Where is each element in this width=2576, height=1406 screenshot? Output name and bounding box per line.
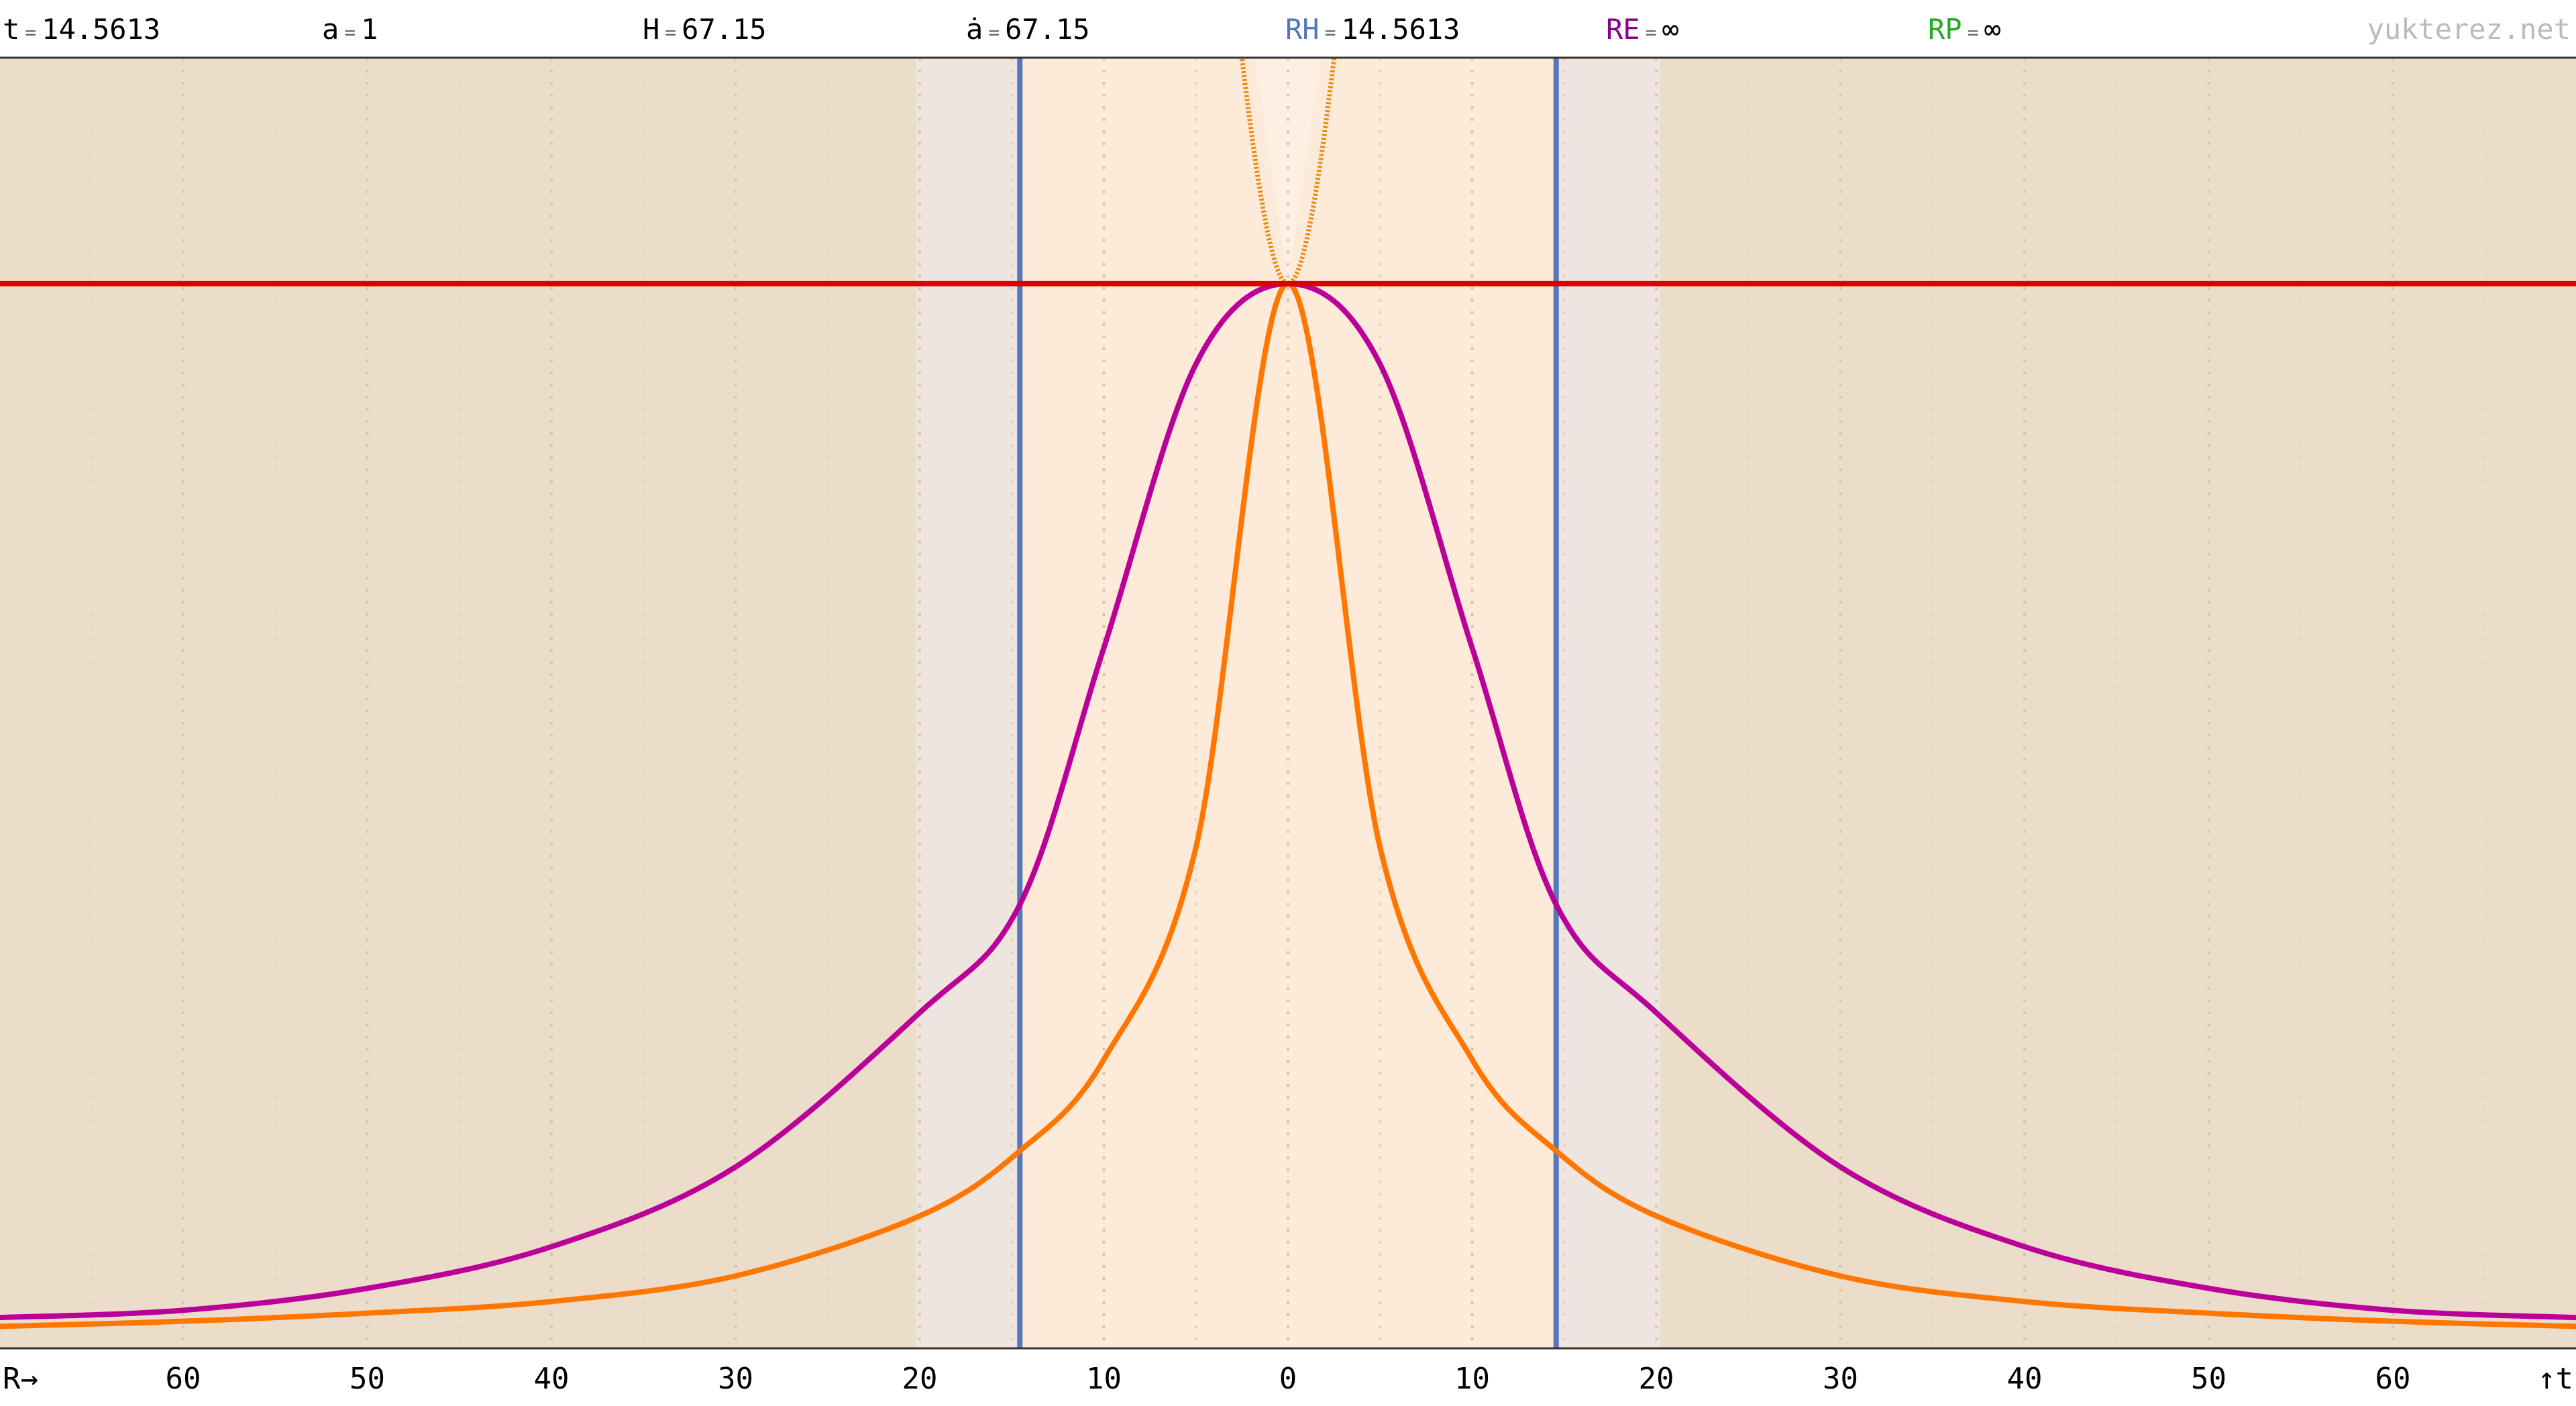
x-tick-label: 20: [1639, 1362, 1674, 1396]
readout-a-equals: =: [344, 21, 356, 44]
readout-t: t = 14.5613: [3, 13, 160, 46]
x-axis: R→ ↑t 60 50 40 30 20 10 0 10 20 30 40 50 60: [3, 1362, 2573, 1396]
plot-area: [0, 0, 2576, 1350]
readout-a-value: 1: [361, 13, 378, 46]
header-readouts: t = 14.5613 a = 1 H = 67.15 ȧ = 67.15 RH = 14.5613 RE = ∞…: [3, 13, 2001, 46]
readout-RH: RH = 14.5613: [1285, 13, 1460, 46]
readout-RP: RP = ∞: [1928, 13, 2001, 46]
readout-RE-equals: =: [1646, 21, 1657, 44]
readout-adot-label: ȧ: [966, 13, 983, 46]
x-tick-label: 60: [2375, 1362, 2411, 1396]
readout-t-equals: =: [25, 21, 36, 44]
x-tick-label: 30: [718, 1362, 753, 1396]
readout-adot: ȧ = 67.15: [966, 13, 1090, 46]
readout-a: a = 1: [322, 13, 378, 46]
readout-RE: RE = ∞: [1606, 13, 1679, 46]
readout-RH-value: 14.5613: [1341, 13, 1460, 46]
x-tick-label: 0: [1279, 1362, 1297, 1396]
readout-RP-label: RP: [1928, 13, 1962, 46]
readout-RE-value: ∞: [1662, 13, 1678, 46]
readout-RH-label: RH: [1285, 13, 1320, 46]
x-tick-label: 50: [350, 1362, 385, 1396]
axis-background: [0, 1350, 2576, 1406]
background-regions: [0, 0, 2576, 1348]
readout-RP-value: ∞: [1984, 13, 2000, 46]
x-tick-label: 60: [166, 1362, 201, 1396]
x-tick-label: 30: [1823, 1362, 1858, 1396]
readout-H-label: H: [643, 13, 659, 46]
readout-a-label: a: [322, 13, 339, 46]
x-tick-label: 40: [2007, 1362, 2043, 1396]
x-tick-label: 50: [2191, 1362, 2226, 1396]
readout-H: H = 67.15: [643, 13, 767, 46]
x-tick-label: 10: [1454, 1362, 1490, 1396]
series-layer: [0, 0, 2576, 1348]
header-mask: [0, 0, 2576, 57]
readout-t-label: t: [3, 13, 19, 46]
x-tick-label: 10: [1086, 1362, 1122, 1396]
x-tick-labels: 60 50 40 30 20 10 0 10 20 30 40 50 60: [166, 1362, 2411, 1396]
readout-H-value: 67.15: [682, 13, 766, 46]
x-tick-label: 20: [902, 1362, 938, 1396]
readout-adot-equals: =: [988, 21, 1000, 44]
readout-H-equals: =: [665, 21, 676, 44]
readout-t-value: 14.5613: [42, 13, 160, 46]
site-label: yukterez.net: [2367, 13, 2571, 46]
region-band-right: [1556, 58, 1660, 1348]
x-tick-label: 40: [534, 1362, 570, 1396]
readout-RH-equals: =: [1325, 21, 1336, 44]
region-band-left: [916, 58, 1020, 1348]
grid-lines: [89, 58, 2487, 1348]
x-axis-label: R→: [3, 1362, 38, 1396]
readout-RE-label: RE: [1606, 13, 1640, 46]
readout-adot-value: 67.15: [1005, 13, 1089, 46]
readout-RP-equals: =: [1968, 21, 1979, 44]
t-axis-label: ↑t: [2538, 1362, 2573, 1396]
